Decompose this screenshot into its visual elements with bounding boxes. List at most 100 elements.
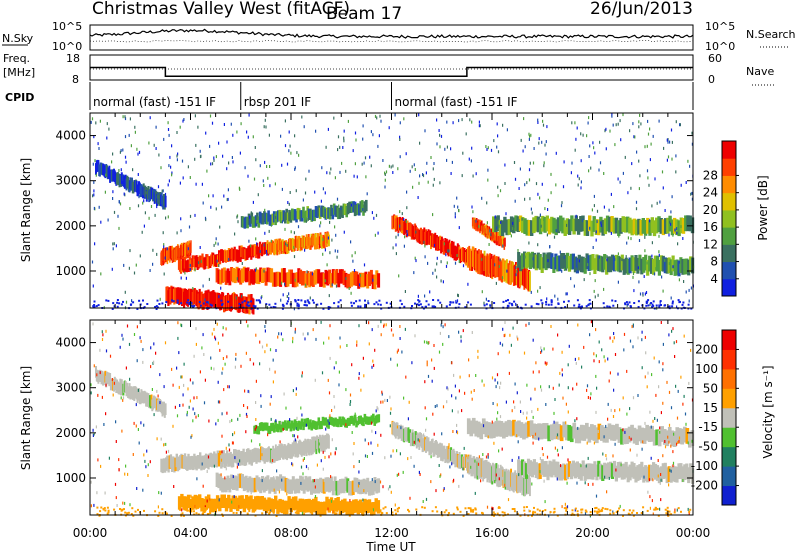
heatmap-cell bbox=[320, 501, 325, 516]
scatter-cell bbox=[191, 434, 193, 438]
scatter-cell bbox=[239, 413, 241, 417]
heatmap-cell bbox=[248, 476, 252, 491]
scatter-cell bbox=[537, 121, 539, 124]
scatter-cell bbox=[659, 481, 661, 485]
heatmap-cell bbox=[244, 495, 249, 509]
scatter-cell bbox=[362, 208, 364, 212]
scatter-cell bbox=[136, 147, 138, 151]
scatter-cell bbox=[445, 305, 448, 308]
scatter-cell bbox=[140, 339, 142, 343]
scatter-cell bbox=[370, 130, 372, 134]
scatter-cell bbox=[499, 258, 501, 262]
heatmap-cell bbox=[291, 476, 295, 491]
heatmap-cell bbox=[567, 255, 572, 272]
scatter-cell bbox=[248, 508, 251, 511]
scatter-cell bbox=[612, 512, 615, 515]
scatter-cell bbox=[138, 150, 141, 154]
scatter-cell bbox=[255, 379, 257, 383]
heatmap-cell bbox=[282, 476, 286, 491]
scatter-cell bbox=[217, 341, 219, 345]
scatter-cell bbox=[658, 306, 661, 309]
heatmap-cell bbox=[310, 271, 313, 286]
heatmap-cell bbox=[300, 498, 305, 513]
scatter-cell bbox=[330, 475, 332, 479]
scatter-cell bbox=[226, 411, 228, 415]
scatter-cell bbox=[617, 372, 619, 376]
heatmap-cell bbox=[345, 501, 349, 515]
scatter-cell bbox=[586, 384, 589, 388]
scatter-cell bbox=[561, 368, 563, 372]
scatter-cell bbox=[250, 300, 253, 303]
heatmap-cell bbox=[248, 270, 252, 286]
scatter-cell bbox=[339, 145, 341, 149]
heatmap-cell bbox=[315, 269, 319, 284]
scatter-cell bbox=[327, 306, 330, 308]
scatter-cell bbox=[380, 320, 382, 324]
scatter-cell bbox=[176, 231, 178, 235]
heatmap-cell bbox=[279, 272, 283, 287]
scatter-cell bbox=[508, 302, 511, 305]
scatter-cell bbox=[100, 464, 102, 468]
scatter-cell bbox=[609, 512, 612, 515]
scatter-cell bbox=[677, 299, 680, 302]
scatter-cell bbox=[396, 510, 399, 513]
scatter-cell bbox=[463, 446, 465, 450]
heatmap-cell bbox=[358, 499, 363, 513]
scatter-cell bbox=[631, 511, 634, 514]
heatmap-cell bbox=[265, 213, 269, 225]
scatter-cell bbox=[413, 464, 415, 468]
scatter-cell bbox=[472, 174, 474, 178]
scatter-cell bbox=[177, 321, 179, 325]
heatmap-cell bbox=[670, 219, 675, 236]
heatmap-cell bbox=[249, 495, 253, 509]
heatmap-cell bbox=[517, 459, 521, 476]
scatter-cell bbox=[655, 508, 658, 511]
scatter-cell bbox=[516, 434, 518, 438]
scatter-cell bbox=[645, 304, 648, 307]
heatmap-cell bbox=[309, 500, 314, 514]
scatter-cell bbox=[592, 141, 594, 145]
scatter-cell bbox=[124, 117, 127, 121]
scatter-cell bbox=[304, 248, 306, 252]
scatter-cell bbox=[294, 134, 296, 138]
scatter-cell bbox=[181, 324, 183, 328]
scatter-cell bbox=[269, 165, 271, 168]
heatmap-cell bbox=[673, 466, 677, 483]
scatter-cell bbox=[456, 196, 458, 200]
scatter-cell bbox=[615, 511, 618, 514]
scatter-cell bbox=[285, 406, 287, 410]
scatter-cell bbox=[557, 303, 560, 305]
scatter-cell bbox=[440, 134, 443, 138]
scatter-cell bbox=[138, 299, 141, 302]
heatmap-cell bbox=[554, 421, 559, 438]
heatmap-cell bbox=[504, 237, 506, 247]
heatmap-cell bbox=[630, 219, 634, 236]
scatter-cell bbox=[163, 243, 165, 247]
heatmap-cell bbox=[320, 205, 323, 217]
scatter-cell bbox=[253, 217, 255, 221]
scatter-cell bbox=[371, 365, 373, 369]
scatter-cell bbox=[322, 238, 324, 242]
scatter-cell bbox=[90, 120, 92, 124]
heatmap-cell bbox=[374, 415, 378, 424]
scatter-cell bbox=[632, 514, 635, 517]
chart-title: Christmas Valley West (fitACF) bbox=[92, 0, 350, 19]
heatmap-cell bbox=[607, 462, 611, 479]
scatter-cell bbox=[384, 173, 386, 176]
heatmap-cell bbox=[277, 210, 280, 222]
heatmap-cell bbox=[669, 259, 673, 276]
heatmap-cell bbox=[657, 467, 661, 484]
scatter-cell bbox=[194, 157, 196, 161]
scatter-cell bbox=[131, 507, 134, 510]
heatmap-cell bbox=[333, 270, 337, 285]
scatter-cell bbox=[194, 114, 196, 118]
scatter-cell bbox=[607, 357, 609, 361]
scatter-cell bbox=[589, 226, 591, 230]
heatmap-cell bbox=[614, 465, 618, 482]
scatter-cell bbox=[543, 218, 545, 221]
scatter-cell bbox=[614, 300, 617, 303]
heatmap-cell bbox=[302, 422, 305, 431]
scatter-cell bbox=[522, 149, 524, 153]
scatter-cell bbox=[283, 508, 286, 511]
scatter-cell bbox=[545, 152, 547, 156]
